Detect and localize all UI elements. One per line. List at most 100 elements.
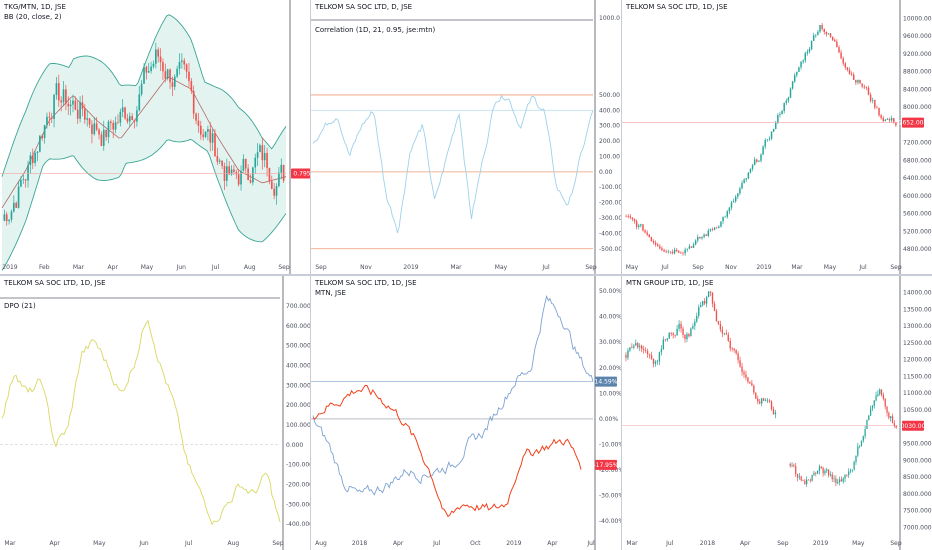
y-tick-label: 7200.000	[903, 140, 932, 147]
chart-telkom-price[interactable]: 10000.000 9600.000 9200.000 8800.000 8400.00…	[622, 0, 932, 274]
candle-body	[820, 466, 822, 468]
pane-title: TKG/MTN, 1D, JSE	[4, 3, 66, 11]
y-tick-label: 40.00%	[599, 314, 621, 321]
candle-body	[709, 291, 712, 293]
candle-body	[24, 179, 27, 181]
x-tick-label: Sep	[777, 540, 789, 547]
candle-body	[876, 107, 878, 109]
candle-body	[893, 423, 895, 426]
y-tick-label: 300.00	[599, 123, 620, 130]
pane-telkom-mtn-compare[interactable]: 50.00% 40.00% 30.00% 20.00% 10.00% 0.00% -10.0…	[311, 276, 621, 550]
candle-body	[880, 115, 882, 119]
candle-body	[698, 307, 700, 316]
candle-body	[252, 167, 254, 183]
candle-body	[678, 251, 680, 253]
y-tick-label: 12000.000	[903, 357, 932, 364]
x-tick-label: Sep	[890, 264, 902, 271]
candle-body	[138, 94, 141, 111]
pane-telkom-price[interactable]: 10000.000 9600.000 9200.000 8800.000 8400.00…	[622, 0, 932, 274]
candle-body	[848, 471, 850, 475]
candle-body	[703, 300, 706, 304]
candle-body	[711, 229, 714, 230]
candle-body	[188, 71, 190, 82]
y-tick-label: -400.00	[599, 230, 621, 237]
x-tick-label: Aug	[315, 540, 327, 547]
candle-body	[739, 188, 741, 194]
pane-telkom-dpo[interactable]: 700.000 600.000 500.000 400.000 300.000 200.0…	[0, 276, 310, 550]
chart-telkom-corr[interactable]: 1000.0 500.00 400.00 300.00 200.00 100.00 0.00…	[311, 0, 621, 274]
candle-body	[17, 186, 20, 208]
y-tick-label: 13500.000	[903, 306, 932, 313]
y-tick-label: -10.00%	[599, 442, 621, 449]
candle-body	[878, 108, 880, 116]
candle-body	[688, 246, 691, 249]
candle-body	[732, 201, 735, 203]
pane-title: TELKOM SA SOC LTD, 1D, JSE	[4, 279, 106, 287]
candle-body	[675, 249, 678, 252]
y-tick-label: 1000.0	[599, 15, 620, 22]
candle-body	[84, 108, 86, 120]
x-tick-label: Jul	[665, 540, 674, 547]
pane-telkom-corr[interactable]: 1000.0 500.00 400.00 300.00 200.00 100.00 0.00…	[311, 0, 621, 274]
candle-body	[124, 107, 126, 119]
chart-tkg-mtn[interactable]: 0.795 2019 Feb Mar Apr May Jun Jul Aug Sep	[0, 0, 310, 274]
y-tick-label: 10000.000	[903, 15, 932, 22]
candle-body	[654, 361, 657, 364]
candle-body	[729, 340, 731, 349]
candle-body	[753, 159, 756, 166]
y-tick-label: -300.00	[599, 215, 621, 222]
chart-telkom-dpo[interactable]: 700.000 600.000 500.000 400.000 300.000 200.0…	[0, 276, 310, 550]
candle-body	[268, 167, 271, 182]
y-tick-label: -100.000	[286, 462, 310, 469]
x-tick-label: Nov	[725, 264, 737, 271]
pane-tkg-mtn[interactable]: 0.795 2019 Feb Mar Apr May Jun Jul Aug Sep TKG/MT…	[0, 0, 310, 274]
candle-body	[692, 326, 694, 329]
candle-body	[669, 251, 672, 253]
candle-body	[10, 211, 13, 220]
chart-telkom-mtn-compare[interactable]: 50.00% 40.00% 30.00% 20.00% 10.00% 0.00% -10.0…	[311, 276, 621, 550]
y-tick-label: 20.00%	[599, 365, 621, 372]
candle-body	[733, 348, 735, 351]
candle-body	[684, 334, 686, 340]
candle-body	[781, 110, 783, 115]
candle-body	[155, 49, 157, 64]
candle-body	[22, 179, 25, 180]
candle-body	[711, 292, 714, 304]
chart-mtn-price[interactable]: 14000.000 13500.000 13000.000 12500.000 1200…	[622, 276, 932, 550]
y-tick-label: 11000.000	[903, 390, 932, 397]
candle-body	[857, 446, 859, 456]
candle-body	[5, 214, 8, 222]
candle-body	[278, 172, 280, 187]
mtn-compare-line	[312, 294, 594, 496]
pane-divider-horizontal[interactable]	[0, 274, 932, 276]
candle-body	[724, 216, 726, 218]
x-tick-label: Sep	[692, 264, 704, 271]
candle-body	[728, 207, 731, 212]
y-tick-label: -20.00%	[599, 467, 621, 474]
pane-title: TELKOM SA SOC LTD, D, JSE	[315, 3, 413, 11]
candle-body	[34, 153, 36, 164]
candle-body	[39, 135, 41, 152]
pane-mtn-price[interactable]: 14000.000 13500.000 13000.000 12500.000 1200…	[622, 276, 932, 550]
candle-body	[766, 400, 769, 402]
candle-body	[209, 129, 212, 143]
candle-body	[863, 86, 866, 88]
candle-body	[686, 334, 688, 340]
candle-body	[646, 232, 648, 235]
y-tick-label: 0.00	[599, 169, 613, 176]
candle-body	[857, 79, 859, 83]
candle-body	[879, 389, 881, 395]
candle-body	[806, 51, 809, 54]
candle-body	[8, 219, 10, 222]
x-tick-label: Mar	[791, 264, 803, 271]
candle-body	[62, 89, 65, 103]
candle-body	[745, 374, 747, 378]
y-tick-label: -30.00%	[599, 493, 621, 500]
candle-body	[665, 251, 667, 253]
x-tick-label: Jun	[138, 540, 149, 547]
candle-body	[816, 470, 819, 474]
x-tick-label: Jun	[176, 264, 187, 271]
candle-body	[758, 160, 760, 162]
y-tick-label: 8500.000	[903, 474, 932, 481]
candle-body	[891, 416, 894, 424]
